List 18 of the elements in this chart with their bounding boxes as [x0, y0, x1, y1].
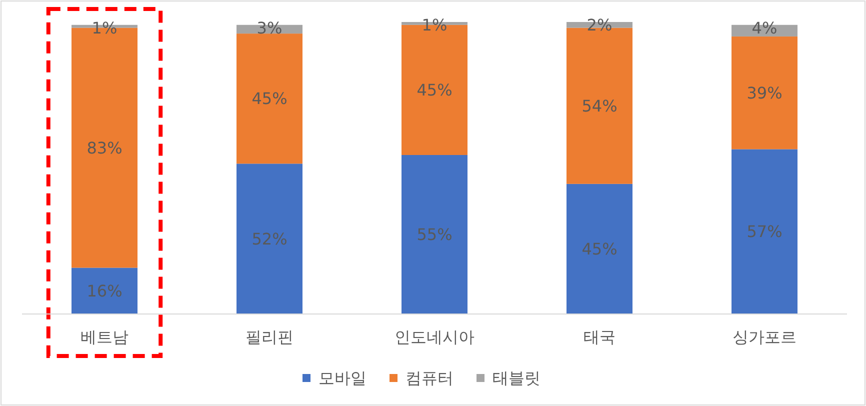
data-label: 45% [582, 239, 618, 258]
x-tick-label: 필리핀 [246, 328, 294, 346]
legend-label: 컴퓨터 [406, 368, 454, 388]
x-tick-label: 베트남 [80, 328, 128, 346]
legend-label: 태블릿 [492, 368, 540, 388]
legend-label: 모바일 [318, 368, 366, 388]
data-label: 16% [86, 281, 122, 300]
data-label: 39% [746, 83, 782, 102]
x-tick-label: 인도네시아 [394, 328, 474, 346]
data-label: 45% [416, 80, 452, 100]
data-label: 52% [252, 229, 288, 248]
data-label: 45% [252, 89, 288, 108]
x-tick-label: 싱가포르 [732, 328, 796, 346]
data-label: 57% [746, 222, 782, 242]
data-label: 55% [416, 224, 452, 244]
x-tick-label: 태국 [584, 328, 616, 346]
data-label: 83% [86, 138, 122, 158]
data-label: 54% [582, 96, 618, 116]
